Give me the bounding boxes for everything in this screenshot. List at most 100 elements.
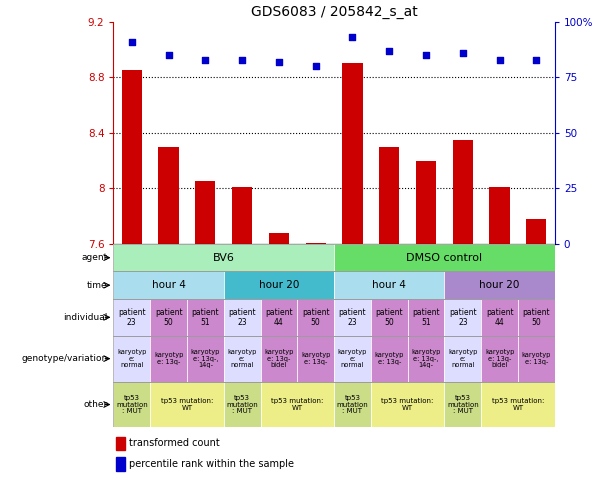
Text: tp53 mutation:
WT: tp53 mutation: WT <box>271 398 324 411</box>
Text: karyotyp
e: 13q-
bidel: karyotyp e: 13q- bidel <box>485 349 514 368</box>
Bar <box>113 244 555 271</box>
Text: patient
23: patient 23 <box>338 308 367 327</box>
Bar <box>518 299 555 336</box>
Text: transformed count: transformed count <box>129 439 219 448</box>
Title: GDS6083 / 205842_s_at: GDS6083 / 205842_s_at <box>251 5 417 19</box>
Text: karyotyp
e:
normal: karyotyp e: normal <box>227 349 257 368</box>
Bar <box>113 382 555 427</box>
Point <box>274 58 284 66</box>
Point <box>458 49 468 57</box>
Text: karyotyp
e: 13q-: karyotyp e: 13q- <box>154 353 183 365</box>
Bar <box>481 336 518 382</box>
Bar <box>122 71 142 244</box>
Text: karyotyp
e: 13q-,
14q-: karyotyp e: 13q-, 14q- <box>411 349 441 368</box>
Text: tp53
mutation
: MUT: tp53 mutation : MUT <box>226 395 258 414</box>
Text: karyotyp
e:
normal: karyotyp e: normal <box>117 349 147 368</box>
Text: patient
51: patient 51 <box>191 308 219 327</box>
Text: karyotyp
e: 13q-: karyotyp e: 13q- <box>522 353 551 365</box>
Bar <box>261 336 297 382</box>
Text: patient
23: patient 23 <box>228 308 256 327</box>
Bar <box>196 182 216 244</box>
Bar <box>116 437 125 450</box>
Bar <box>379 147 400 244</box>
Bar <box>371 299 408 336</box>
Text: hour 20: hour 20 <box>259 280 299 290</box>
Bar <box>113 382 150 427</box>
Bar <box>232 187 253 244</box>
Bar <box>371 382 444 427</box>
Bar <box>444 382 481 427</box>
Bar <box>224 299 261 336</box>
Point <box>164 51 173 59</box>
Bar <box>113 299 555 336</box>
Point <box>237 56 247 63</box>
Bar <box>150 299 187 336</box>
Text: time: time <box>86 281 107 290</box>
Text: individual: individual <box>63 313 107 322</box>
Bar <box>444 271 555 299</box>
Bar <box>481 382 555 427</box>
Bar <box>150 382 224 427</box>
Bar <box>408 336 444 382</box>
Bar <box>159 147 179 244</box>
Bar <box>261 382 334 427</box>
Text: patient
50: patient 50 <box>375 308 403 327</box>
Bar <box>113 336 555 382</box>
Bar <box>297 299 334 336</box>
Text: patient
23: patient 23 <box>118 308 146 327</box>
Text: patient
51: patient 51 <box>412 308 440 327</box>
Bar <box>490 187 510 244</box>
Text: patient
44: patient 44 <box>265 308 293 327</box>
Text: tp53
mutation
: MUT: tp53 mutation : MUT <box>116 395 148 414</box>
Text: karyotyp
e:
normal: karyotyp e: normal <box>338 349 367 368</box>
Bar <box>224 271 334 299</box>
Text: tp53 mutation:
WT: tp53 mutation: WT <box>161 398 213 411</box>
Text: agent: agent <box>81 253 107 262</box>
Text: patient
50: patient 50 <box>154 308 183 327</box>
Bar <box>444 336 481 382</box>
Text: BV6: BV6 <box>213 253 235 263</box>
Bar <box>113 336 150 382</box>
Bar <box>113 271 224 299</box>
Bar <box>269 233 289 244</box>
Bar <box>113 244 334 271</box>
Bar <box>113 299 150 336</box>
Point <box>200 56 210 63</box>
Bar <box>334 271 444 299</box>
Text: patient
50: patient 50 <box>522 308 550 327</box>
Text: karyotyp
e: 13q-: karyotyp e: 13q- <box>375 353 404 365</box>
Bar <box>408 299 444 336</box>
Bar <box>116 457 125 471</box>
Bar <box>224 336 261 382</box>
Bar <box>481 299 518 336</box>
Bar <box>224 382 261 427</box>
Point <box>531 56 541 63</box>
Text: tp53 mutation:
WT: tp53 mutation: WT <box>381 398 434 411</box>
Bar <box>527 219 547 244</box>
Text: hour 4: hour 4 <box>372 280 406 290</box>
Text: patient
50: patient 50 <box>302 308 330 327</box>
Text: karyotyp
e: 13q-
bidel: karyotyp e: 13q- bidel <box>264 349 294 368</box>
Bar <box>444 299 481 336</box>
Bar <box>334 382 371 427</box>
Bar <box>334 336 371 382</box>
Bar <box>518 336 555 382</box>
Bar <box>113 271 555 299</box>
Bar <box>306 242 326 244</box>
Text: karyotyp
e: 13q-,
14q-: karyotyp e: 13q-, 14q- <box>191 349 220 368</box>
Text: patient
44: patient 44 <box>485 308 514 327</box>
Bar <box>297 336 334 382</box>
Bar <box>187 299 224 336</box>
Bar <box>150 336 187 382</box>
Point <box>495 56 504 63</box>
Point <box>311 62 321 70</box>
Text: percentile rank within the sample: percentile rank within the sample <box>129 459 294 469</box>
Point <box>384 47 394 55</box>
Point <box>421 51 431 59</box>
Bar <box>334 244 555 271</box>
Text: hour 4: hour 4 <box>151 280 186 290</box>
Text: DMSO control: DMSO control <box>406 253 482 263</box>
Bar <box>334 299 371 336</box>
Text: patient
23: patient 23 <box>449 308 477 327</box>
Bar <box>371 336 408 382</box>
